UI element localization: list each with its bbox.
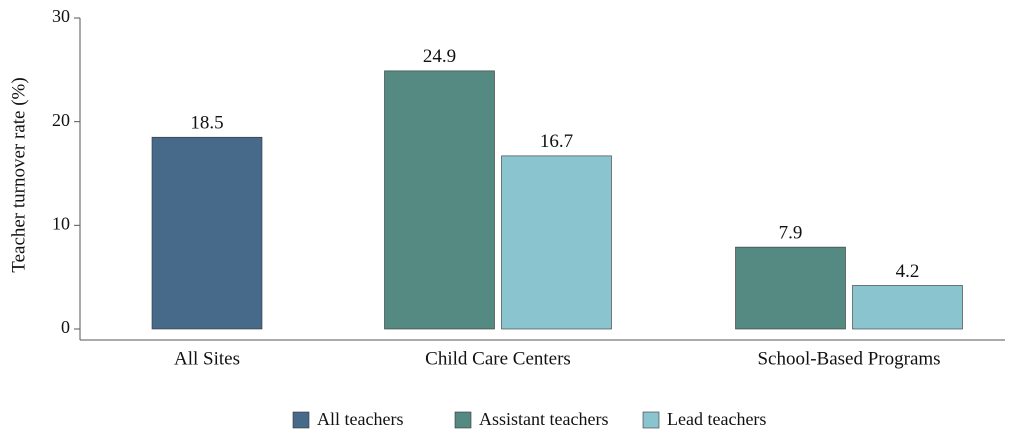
data-label: 18.5 [190,113,223,134]
y-tick-label: 0 [61,317,70,337]
x-tick-label: Child Care Centers [425,348,571,369]
data-label: 24.9 [423,46,456,67]
y-tick-label: 20 [52,110,70,130]
legend-swatch [454,411,472,429]
legend-label: Lead teachers [667,409,766,429]
x-tick-label: All Sites [174,348,240,369]
bar [852,285,963,330]
legend-label: All teachers [317,409,403,429]
bar [384,70,495,330]
data-label: 4.2 [896,261,920,282]
bar [735,246,846,330]
legend-label: Assistant teachers [479,409,608,429]
legend-swatch [292,411,310,429]
bar [501,155,612,330]
y-tick-label: 10 [52,213,70,233]
legend-swatch [642,411,660,429]
data-label: 7.9 [779,222,803,243]
x-tick-label: School-Based Programs [757,348,940,369]
bar [151,136,263,330]
y-tick-label: 30 [52,6,70,26]
data-label: 16.7 [540,131,573,152]
y-axis-label: Teacher turnover rate (%) [8,77,29,272]
